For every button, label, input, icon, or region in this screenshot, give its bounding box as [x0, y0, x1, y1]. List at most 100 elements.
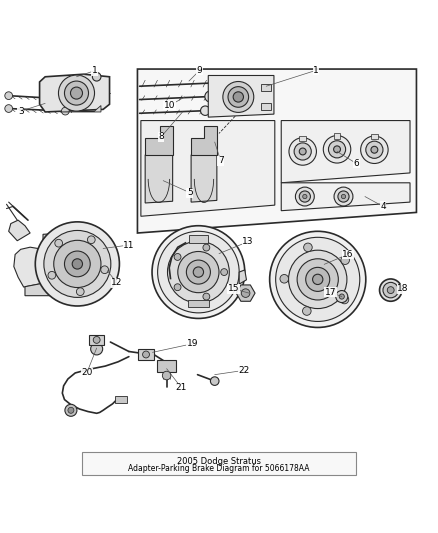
Polygon shape: [236, 285, 255, 301]
Circle shape: [205, 91, 216, 102]
Circle shape: [92, 72, 101, 81]
Circle shape: [303, 195, 307, 199]
Text: 17: 17: [325, 288, 336, 297]
Text: Adapter-Parking Brake Diagram for 5066178AA: Adapter-Parking Brake Diagram for 506617…: [128, 464, 310, 473]
Circle shape: [203, 293, 210, 300]
Circle shape: [48, 271, 56, 279]
Circle shape: [306, 268, 330, 292]
Circle shape: [55, 239, 63, 247]
Circle shape: [88, 236, 95, 244]
Circle shape: [210, 377, 219, 385]
Circle shape: [340, 295, 349, 304]
Circle shape: [167, 241, 230, 303]
Polygon shape: [14, 247, 52, 287]
Polygon shape: [281, 120, 410, 183]
Circle shape: [228, 87, 249, 107]
Circle shape: [383, 282, 399, 298]
Circle shape: [295, 187, 314, 206]
Polygon shape: [9, 220, 30, 241]
Circle shape: [35, 222, 120, 306]
Circle shape: [223, 82, 254, 112]
Circle shape: [58, 75, 95, 111]
Text: 12: 12: [111, 278, 123, 287]
Circle shape: [201, 106, 210, 116]
Text: 6: 6: [353, 159, 359, 168]
Bar: [299, 135, 306, 141]
Circle shape: [289, 138, 316, 165]
Text: 1: 1: [92, 66, 97, 75]
Text: 4: 4: [380, 202, 386, 211]
Polygon shape: [138, 69, 417, 233]
Text: 5: 5: [187, 188, 193, 197]
Circle shape: [61, 95, 69, 103]
Bar: [89, 335, 104, 345]
Circle shape: [101, 266, 109, 273]
Circle shape: [339, 294, 344, 299]
Circle shape: [360, 136, 388, 164]
Circle shape: [299, 148, 306, 155]
Polygon shape: [39, 74, 110, 112]
Circle shape: [221, 269, 228, 276]
Circle shape: [152, 225, 245, 318]
Bar: [261, 84, 271, 91]
Text: 19: 19: [187, 340, 198, 348]
Circle shape: [341, 256, 350, 264]
Text: 21: 21: [176, 383, 187, 392]
Text: 11: 11: [123, 240, 134, 249]
Bar: [157, 360, 176, 372]
Polygon shape: [191, 155, 217, 202]
Circle shape: [270, 231, 366, 327]
Text: 20: 20: [81, 368, 92, 377]
Circle shape: [241, 289, 250, 297]
Polygon shape: [141, 120, 275, 216]
Text: 10: 10: [164, 101, 175, 110]
Circle shape: [71, 87, 82, 99]
Circle shape: [64, 81, 88, 105]
Circle shape: [162, 372, 171, 380]
Circle shape: [91, 343, 102, 355]
Text: 8: 8: [158, 132, 164, 141]
Circle shape: [5, 92, 13, 100]
Circle shape: [276, 237, 360, 321]
Polygon shape: [145, 155, 173, 203]
Circle shape: [44, 230, 111, 297]
Circle shape: [143, 351, 149, 358]
Circle shape: [230, 76, 242, 88]
Circle shape: [93, 336, 100, 343]
Text: 16: 16: [342, 250, 353, 259]
Circle shape: [203, 244, 210, 251]
Polygon shape: [25, 282, 51, 296]
Circle shape: [5, 104, 13, 112]
Circle shape: [193, 267, 204, 277]
Circle shape: [336, 290, 348, 303]
Circle shape: [64, 251, 90, 277]
Text: 9: 9: [197, 66, 202, 75]
Bar: [138, 349, 154, 360]
Bar: [371, 134, 378, 139]
Text: 15: 15: [228, 284, 239, 293]
Circle shape: [334, 187, 353, 206]
Text: 3: 3: [18, 107, 24, 116]
Polygon shape: [208, 76, 274, 117]
Circle shape: [304, 243, 312, 252]
Text: 1: 1: [313, 66, 319, 75]
Circle shape: [61, 107, 69, 115]
Bar: [81, 453, 357, 475]
Polygon shape: [145, 126, 173, 155]
Circle shape: [76, 288, 84, 295]
Circle shape: [280, 274, 289, 283]
Bar: [187, 301, 209, 308]
Circle shape: [65, 405, 77, 416]
Circle shape: [380, 279, 402, 301]
Bar: [189, 235, 208, 243]
Text: 13: 13: [243, 237, 254, 246]
Circle shape: [387, 287, 394, 294]
Circle shape: [341, 195, 346, 199]
Circle shape: [54, 240, 101, 287]
Circle shape: [323, 135, 351, 163]
Circle shape: [233, 92, 244, 102]
Circle shape: [187, 260, 210, 284]
Circle shape: [174, 254, 181, 261]
Circle shape: [72, 259, 82, 269]
Bar: [334, 133, 340, 139]
